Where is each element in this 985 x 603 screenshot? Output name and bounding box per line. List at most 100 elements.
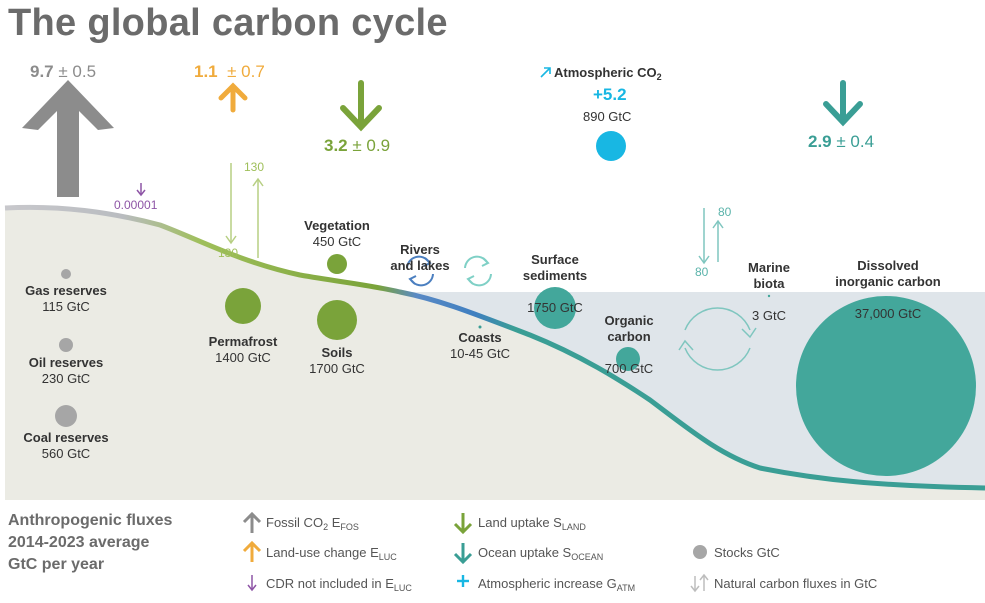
legend-atm-text: Atmospheric increase G bbox=[478, 576, 617, 591]
sediments-label: Surface sediments 1750 GtC bbox=[510, 236, 600, 316]
surface-line bbox=[4, 204, 985, 491]
legend-item-natural: Natural carbon fluxes in GtC bbox=[714, 576, 877, 591]
atmosphere-label-text: Atmospheric CO bbox=[554, 65, 657, 80]
legend-fossil-icon bbox=[242, 511, 262, 533]
legend-stocks-text: Stocks GtC bbox=[714, 545, 780, 560]
sediments-circle bbox=[534, 287, 576, 329]
vegetation-name: Vegetation bbox=[304, 218, 370, 233]
legend-item-luc: Land-use change ELUC bbox=[266, 545, 397, 562]
soils-label: Soils 1700 GtC bbox=[292, 345, 382, 377]
marine-flux-down: 80 bbox=[695, 265, 709, 279]
legend-land-text: Land uptake S bbox=[478, 515, 562, 530]
legend-item-cdr: CDR not included in ELUC bbox=[266, 576, 412, 593]
vegetation-circle bbox=[327, 254, 347, 274]
legend-luc-icon bbox=[242, 540, 262, 562]
legend-natural-icon bbox=[690, 573, 709, 593]
coasts-name: Coasts bbox=[458, 330, 502, 345]
organic-carbon-value: 700 GtC bbox=[604, 361, 654, 376]
ocean-flux-label: 2.9 ± 0.4 bbox=[808, 132, 874, 152]
legend-heading-line-1: Anthropogenic fluxes bbox=[8, 512, 173, 529]
gas-reserves-label: Gas reserves 115 GtC bbox=[18, 283, 114, 315]
oil-reserves-name: Oil reserves bbox=[28, 355, 104, 370]
land-mass bbox=[5, 207, 985, 500]
luc-flux-value: 1.1 bbox=[194, 62, 218, 81]
legend-item-fossil: Fossil CO2 EFOS bbox=[266, 515, 359, 532]
coal-reserves-value: 560 GtC bbox=[41, 446, 91, 461]
dic-circle bbox=[796, 296, 976, 476]
legend-natural-text: Natural carbon fluxes in GtC bbox=[714, 576, 878, 591]
marine-flux-up: 80 bbox=[718, 205, 732, 219]
legend-fossil-sub1: 2 bbox=[323, 522, 329, 532]
coasts-circle bbox=[478, 325, 482, 329]
fossil-flux-uncertainty: ± 0.5 bbox=[58, 62, 97, 81]
luc-flux-arrow bbox=[218, 82, 248, 113]
soils-value: 1700 GtC bbox=[309, 361, 365, 376]
legend-land-sub: LAND bbox=[561, 522, 586, 532]
legend-heading-line-3: GtC per year bbox=[8, 556, 105, 573]
page-title: The global carbon cycle bbox=[8, 2, 448, 44]
organic-carbon-name: Organic carbon bbox=[604, 313, 654, 344]
gas-reserves-name: Gas reserves bbox=[25, 283, 107, 298]
marine-biota-value: 3 GtC bbox=[752, 308, 786, 323]
legend-fossil-sub2: FOS bbox=[340, 522, 359, 532]
coal-reserves-label: Coal reserves 560 GtC bbox=[12, 430, 120, 462]
legend-land-icon bbox=[453, 513, 473, 535]
oil-reserves-circle bbox=[59, 338, 73, 352]
permafrost-label: Permafrost 1400 GtC bbox=[198, 334, 288, 366]
land-flux-label: 3.2 ± 0.9 bbox=[324, 136, 390, 156]
legend-luc-text: Land-use change E bbox=[266, 545, 379, 560]
gas-reserves-value: 115 GtC bbox=[42, 299, 90, 314]
legend-cdr-icon bbox=[247, 575, 257, 592]
land-flux-uncertainty: ± 0.9 bbox=[352, 136, 391, 155]
marine-natural-flux-arrows bbox=[698, 208, 724, 265]
permafrost-flux-down: 130 bbox=[218, 246, 239, 260]
atmosphere-increase: +5.2 bbox=[593, 85, 627, 104]
legend-cdr-text: CDR not included in E bbox=[266, 576, 394, 591]
land-uptake-arrow bbox=[340, 80, 382, 132]
sediments-name: Surface sediments bbox=[522, 252, 588, 283]
rivers-name: Rivers and lakes bbox=[390, 242, 450, 273]
rivers-cycle-icon bbox=[406, 255, 434, 287]
fossil-flux-arrow bbox=[22, 80, 114, 197]
coasts-value: 10-45 GtC bbox=[450, 346, 510, 361]
coal-reserves-circle bbox=[55, 405, 77, 427]
fossil-flux-label: 9.7 ± 0.5 bbox=[30, 62, 96, 82]
gas-reserves-circle bbox=[61, 269, 71, 279]
legend-heading-line-2: 2014-2023 average bbox=[8, 534, 150, 551]
legend-heading: Anthropogenic fluxes 2014-2023 average G… bbox=[8, 510, 228, 576]
cdr-flux-value: 0.00001 bbox=[114, 198, 158, 212]
permafrost-flux-up: 130 bbox=[244, 160, 265, 174]
permafrost-name: Permafrost bbox=[208, 334, 278, 349]
marine-cycle-icon bbox=[678, 307, 757, 371]
cdr-flux-arrow bbox=[136, 183, 146, 197]
dic-name: Dissolved inorganic carbon bbox=[835, 258, 941, 289]
coal-reserves-name: Coal reserves bbox=[23, 430, 109, 445]
soils-name: Soils bbox=[321, 345, 353, 360]
luc-flux-label: 1.1 ± 0.7 bbox=[194, 62, 265, 82]
sediments-value: 1750 GtC bbox=[527, 300, 583, 315]
permafrost-circle bbox=[225, 288, 261, 324]
marine-biota-name: Marine biota bbox=[748, 260, 790, 291]
legend-item-atm: Atmospheric increase GATM bbox=[478, 576, 635, 593]
rivers-label: Rivers and lakes bbox=[380, 226, 460, 290]
legend-item-stocks: Stocks GtC bbox=[714, 545, 780, 560]
ocean-flux-value: 2.9 bbox=[808, 132, 832, 151]
fossil-flux-value: 9.7 bbox=[30, 62, 54, 81]
legend-atm-icon bbox=[457, 575, 469, 587]
atmosphere-label: Atmospheric CO2 bbox=[554, 65, 662, 82]
legend-fossil-text2: E bbox=[328, 515, 341, 530]
legend-stocks-icon bbox=[693, 545, 707, 559]
permafrost-value: 1400 GtC bbox=[215, 350, 271, 365]
legend-ocean-sub: OCEAN bbox=[571, 552, 604, 562]
oil-reserves-label: Oil reserves 230 GtC bbox=[18, 355, 114, 387]
vegetation-label: Vegetation 450 GtC bbox=[292, 218, 382, 250]
legend-ocean-icon bbox=[453, 543, 473, 565]
legend-ocean-text: Ocean uptake S bbox=[478, 545, 572, 560]
ocean-flux-uncertainty: ± 0.4 bbox=[836, 132, 875, 151]
land-flux-value: 3.2 bbox=[324, 136, 348, 155]
coasts-cycle-icon bbox=[464, 255, 492, 287]
permafrost-natural-flux-arrows bbox=[225, 163, 264, 258]
legend-atm-sub: ATM bbox=[616, 583, 636, 593]
dic-label: Dissolved inorganic carbon 37,000 GtC bbox=[820, 242, 956, 322]
